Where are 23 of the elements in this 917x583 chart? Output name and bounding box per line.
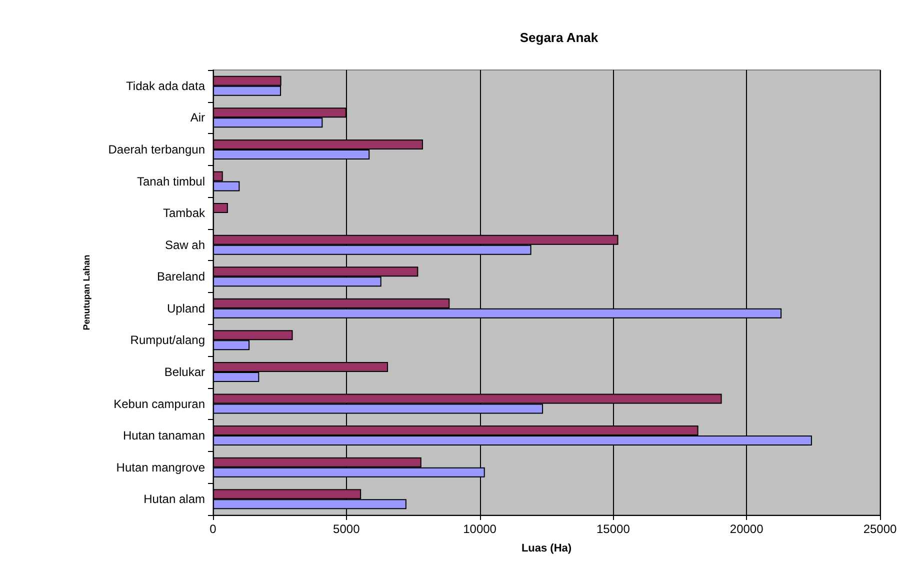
y-tick-label: Kebun campuran xyxy=(114,396,205,411)
y-tick-label: Daerah terbangun xyxy=(108,142,205,156)
y-tick-label: Rumput/alang xyxy=(130,333,205,348)
y-tick-label: Tidak ada data xyxy=(126,78,206,93)
y-tick-label: Tanah timbul xyxy=(136,174,205,188)
y-axis-title: Penutupan Lahan xyxy=(82,254,92,330)
x-tick-label: 5000 xyxy=(333,522,360,536)
x-axis-title: Luas (Ha) xyxy=(521,542,572,554)
y-tick-label: Upland xyxy=(166,301,205,316)
x-tick-label: 25000 xyxy=(863,522,898,536)
y-tick-label: Air xyxy=(190,110,205,125)
y-tick-label: Hutan mangrove xyxy=(116,460,206,474)
x-tick-label: 10000 xyxy=(463,522,497,536)
chart-title: Segara Anak xyxy=(520,30,599,45)
y-tick-label: Hutan tanaman xyxy=(122,428,205,443)
x-tick-label: 0 xyxy=(210,522,217,536)
y-tick-label: Tambak xyxy=(162,206,206,220)
y-tick-label: Saw ah xyxy=(164,238,205,252)
y-tick-label: Hutan alam xyxy=(144,492,205,506)
y-tick-label: Belukar xyxy=(164,364,206,379)
y-tick-label: Bareland xyxy=(156,270,205,284)
x-tick-label: 20000 xyxy=(730,522,764,536)
x-tick-label: 15000 xyxy=(596,522,630,536)
